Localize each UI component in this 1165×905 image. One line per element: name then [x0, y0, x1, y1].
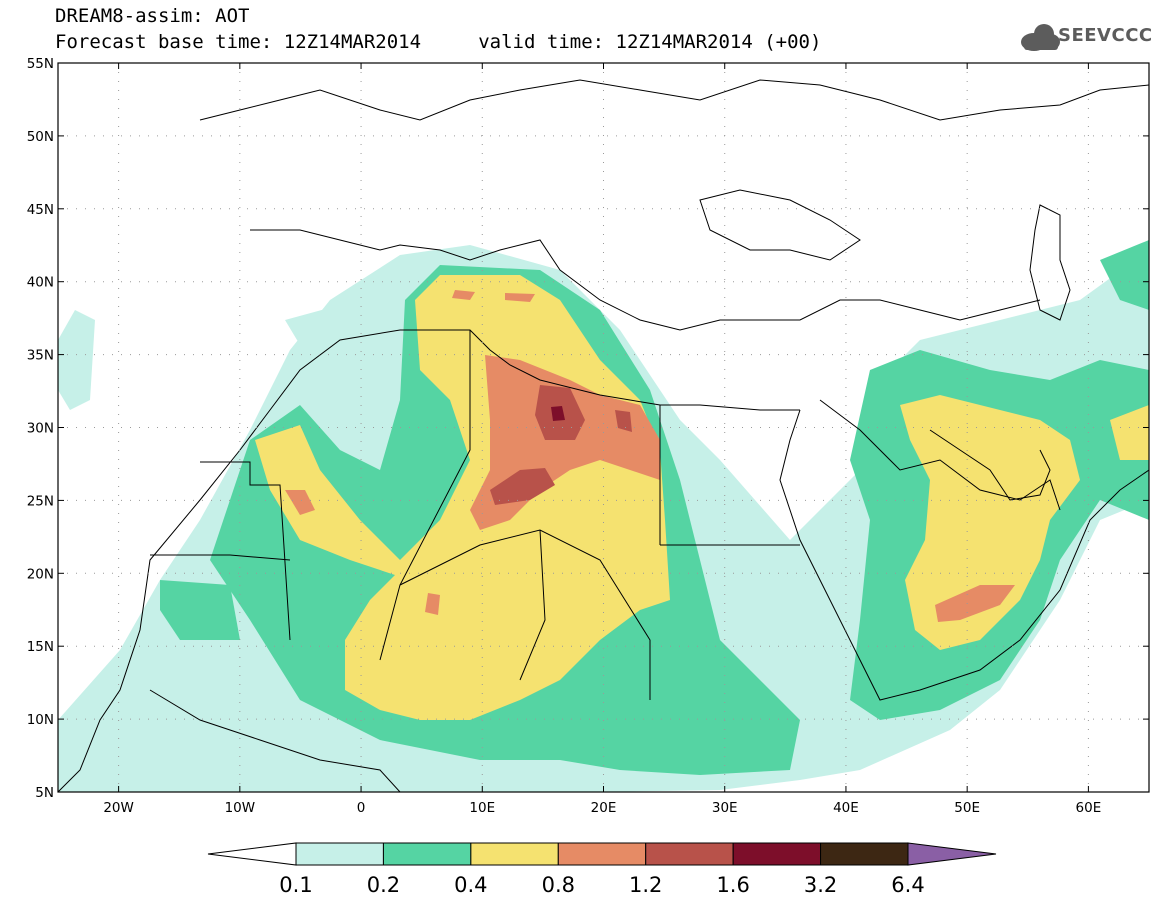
- colorbar-segment: [557, 842, 647, 866]
- lat-tick-label: 15N: [27, 639, 54, 655]
- colorbar-label: 1.2: [629, 873, 662, 897]
- lat-tick-label: 55N: [27, 56, 54, 72]
- aot-band-1.6: [551, 406, 565, 421]
- aot-band-0.2: [160, 580, 240, 640]
- lat-tick-label: 20N: [27, 566, 54, 582]
- colorbar-segment: [295, 842, 384, 866]
- colorbar-segment: [645, 842, 734, 866]
- border-line: [399, 529, 651, 700]
- aot-band-0.8: [452, 290, 475, 300]
- lon-tick-label: 40E: [833, 800, 859, 816]
- colorbar: 0.1 0.2 0.4 0.8 1.2 1.6 3.2 6.4: [207, 842, 997, 897]
- border-line: [150, 554, 291, 561]
- coastline-caspian: [1029, 204, 1071, 321]
- lon-tick-label: 20E: [591, 800, 617, 816]
- coastline-black-sea: [699, 189, 861, 261]
- lat-tick-label: 25N: [27, 493, 54, 509]
- seevccc-logo: [1021, 24, 1060, 51]
- aot-band-0.1: [58, 310, 95, 410]
- forecast-time-line: Forecast base time: 12Z14MAR2014 valid t…: [55, 31, 822, 53]
- aot-band-0.8: [285, 490, 315, 515]
- aot-band-0.1: [285, 300, 400, 345]
- lat-tick-label: 30N: [27, 421, 54, 437]
- colorbar-label: 0.2: [367, 873, 400, 897]
- colorbar-label: 6.4: [891, 873, 924, 897]
- coastlines: [58, 79, 1149, 792]
- lat-tick-label: 50N: [27, 129, 54, 145]
- lat-tick-label: 40N: [27, 275, 54, 291]
- lon-tick-label: 10E: [469, 800, 495, 816]
- colorbar-min-arrow: [207, 842, 297, 866]
- aot-band-0.8: [935, 585, 1015, 622]
- aot-band-1.2: [615, 410, 632, 432]
- colorbar-segment: [382, 842, 472, 866]
- lon-tick-label: 0: [357, 800, 366, 816]
- aot-shading: [58, 240, 1149, 792]
- longitude-axis: 20W 10W 0 10E 20E 30E 40E 50E 60E: [103, 63, 1101, 816]
- aot-band-0.8: [505, 293, 535, 302]
- aot-band-1.2: [490, 468, 555, 505]
- lat-tick-label: 5N: [35, 785, 54, 801]
- aot-band-0.8: [425, 593, 440, 615]
- coastline-europe-north: [199, 79, 1149, 121]
- colorbar-label: 0.1: [279, 873, 312, 897]
- coastline-south-africa: [149, 689, 401, 792]
- aot-band-0.4: [1110, 405, 1149, 460]
- lat-tick-label: 35N: [27, 348, 54, 364]
- lon-tick-label: 20W: [103, 800, 134, 816]
- colorbar-segment: [732, 842, 822, 866]
- aot-band-0.2: [1100, 240, 1149, 310]
- lat-tick-label: 10N: [27, 712, 54, 728]
- lon-tick-label: 10W: [225, 800, 256, 816]
- aot-band-0.4: [900, 395, 1080, 650]
- coastline-west-africa: [58, 329, 800, 792]
- persian-gulf: [929, 429, 1051, 501]
- map-title: DREAM8-assim: AOT: [55, 5, 250, 27]
- latitude-axis: 55N 50N 45N 40N 35N 30N 25N 20N 15N 10N 5N: [27, 56, 1149, 801]
- colorbar-label: 3.2: [804, 873, 837, 897]
- cloud-icon: [1021, 24, 1060, 51]
- colorbar-segment: [470, 842, 559, 866]
- border-line: [379, 330, 471, 661]
- colorbar-max-arrow: [907, 842, 997, 866]
- lon-tick-label: 60E: [1076, 800, 1102, 816]
- lon-tick-label: 30E: [712, 800, 738, 816]
- coastline-red-sea: [779, 409, 1149, 701]
- colorbar-label: 1.6: [716, 873, 749, 897]
- logo-text: SEEVCCC: [1058, 25, 1153, 46]
- colorbar-label: 0.8: [542, 873, 575, 897]
- border-line: [200, 461, 291, 641]
- colorbar-segment: [820, 842, 909, 866]
- coastline-europe: [250, 229, 1041, 331]
- border-line: [519, 529, 546, 681]
- lon-tick-label: 50E: [954, 800, 980, 816]
- colorbar-label: 0.4: [454, 873, 487, 897]
- lat-tick-label: 45N: [27, 202, 54, 218]
